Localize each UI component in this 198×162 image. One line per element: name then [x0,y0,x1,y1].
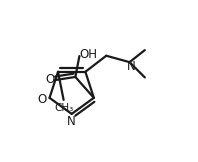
Text: N: N [67,115,76,128]
Text: CH₃: CH₃ [55,103,74,113]
Text: O: O [37,93,47,106]
Text: N: N [127,60,136,74]
Text: O: O [45,73,54,86]
Text: OH: OH [80,48,98,61]
